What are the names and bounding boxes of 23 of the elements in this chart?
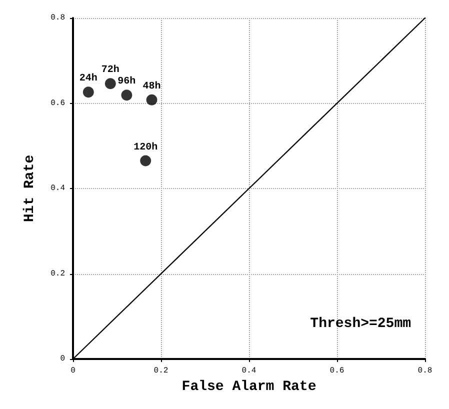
y-tick-label: 0 — [60, 354, 66, 364]
x-tick-label: 0.4 — [242, 366, 256, 376]
x-tick-label: 0.6 — [330, 366, 344, 376]
point — [140, 155, 152, 166]
y-axis-title: Hit Rate — [22, 154, 38, 222]
y-tick-label: 0.6 — [50, 98, 66, 108]
annotation: 72h — [101, 64, 120, 76]
y-tick-label: 0.2 — [50, 269, 66, 278]
y-tick-label: 0.4 — [50, 184, 66, 193]
annotation: Thresh>=25mm — [310, 316, 412, 332]
point — [146, 94, 158, 106]
x-tick-label: 0.2 — [154, 366, 168, 376]
point — [82, 86, 94, 98]
annotation: 96h — [118, 76, 136, 88]
x-axis-title: False Alarm Rate — [182, 378, 316, 395]
x-tick-label: 0.8 — [418, 366, 432, 376]
annotation: 48h — [142, 80, 161, 92]
x-tick-label: 0 — [70, 366, 76, 376]
point — [104, 78, 116, 90]
y-tick-label: 0.8 — [50, 14, 66, 22]
annotation: 120h — [134, 141, 158, 154]
point — [121, 90, 132, 101]
annotation: 24h — [79, 72, 98, 85]
